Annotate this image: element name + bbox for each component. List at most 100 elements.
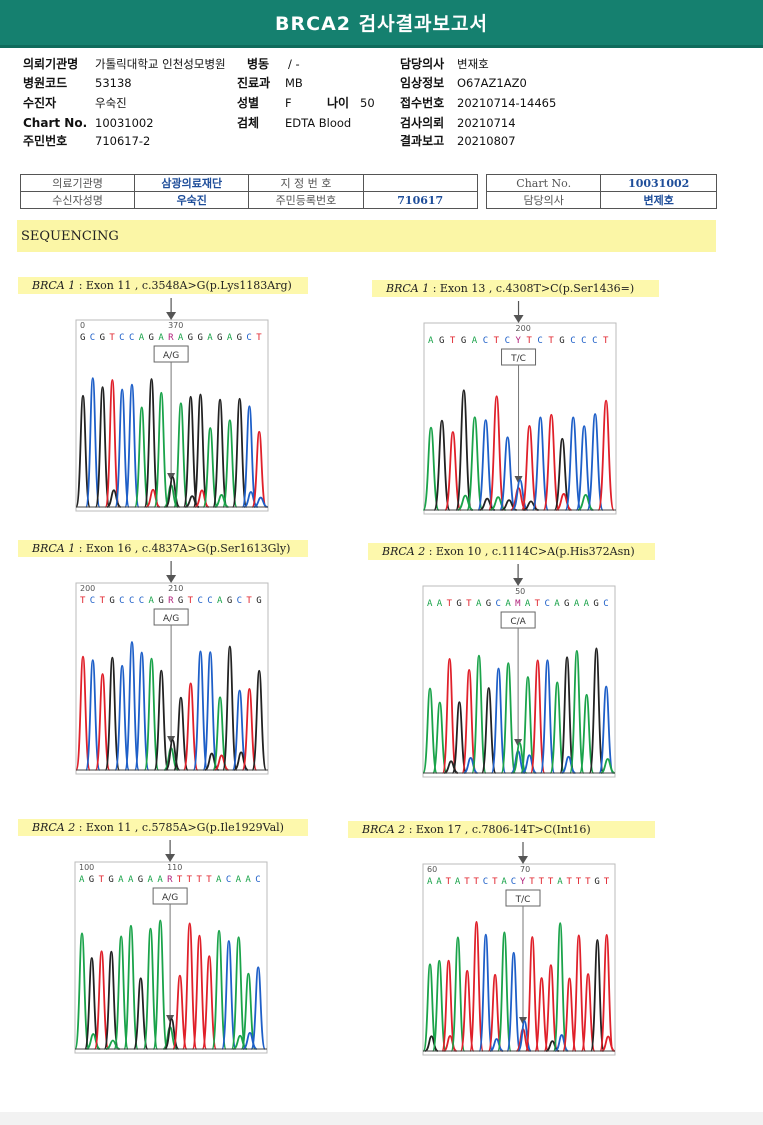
variant-desc: : Exon 11 , c.3548A>G(p.Lys1183Arg) — [75, 279, 292, 292]
specimen-value: EDTA Blood — [285, 116, 352, 130]
ward-value: / - — [288, 57, 300, 71]
trace-peak — [202, 427, 219, 508]
clinical-info-label: 임상정보 — [400, 76, 445, 90]
base-call: G — [559, 336, 564, 346]
trace-peak — [253, 496, 268, 508]
variant-desc: : Exon 16 , c.4837A>G(p.Ser1613Gly) — [75, 542, 291, 555]
trace-peak — [571, 934, 587, 1052]
trace-peak — [191, 934, 208, 1050]
trace-peak — [212, 696, 228, 771]
genotype-call: A/G — [163, 351, 179, 361]
base-call: A — [79, 875, 85, 885]
gene-name: BRCA 2 — [382, 545, 426, 558]
chromatogram-panel: 60 70 A A T A T T C T A C Y T T T A T T T G T T/C — [421, 842, 617, 1057]
report-title: BRCA2 검사결과보고서 — [275, 13, 488, 35]
ward-label: 병동 — [247, 57, 270, 71]
base-call: G — [217, 333, 222, 343]
base-call: A — [525, 599, 531, 609]
trace-peak — [553, 437, 571, 511]
base-call: G — [456, 599, 461, 609]
trace-peak — [451, 701, 468, 774]
chromatogram-panel: 200 210 T C T G C C C A G R G T C C A G C T G A/G — [74, 561, 270, 776]
base-call: A — [148, 875, 154, 885]
trace-peak — [143, 657, 160, 771]
trace-peak — [103, 950, 120, 1050]
base-call: A — [216, 875, 222, 885]
trace-peak — [172, 974, 188, 1050]
variant-desc: : Exon 11 , c.5785A>G(p.Ile1929Val) — [75, 821, 284, 834]
base-call: T — [548, 336, 554, 346]
base-call: T — [256, 333, 262, 343]
trace-peak — [578, 693, 595, 774]
sample-form-table: 의료기관명 삼광의료재단 지 정 번 호 Chart No. 10031002 … — [19, 174, 717, 209]
page-footer — [0, 1112, 763, 1125]
chromatogram-svg: 60 70A A T A T T C T A C Y T T T A T T T G TT/C — [422, 842, 616, 1056]
base-call: A — [584, 599, 590, 609]
specimen-label: 검체 — [237, 116, 260, 130]
trace-peak — [113, 935, 129, 1050]
base-call: G — [256, 596, 261, 606]
base-call: G — [227, 596, 232, 606]
base-call: A — [427, 877, 433, 887]
variant-desc: : Exon 10 , c.1114C>A(p.His372Asn) — [425, 545, 635, 558]
tick-label: 370 — [168, 321, 183, 330]
base-call: A — [472, 336, 478, 346]
trace-peak — [599, 934, 615, 1052]
doctor-value: 변재호 — [457, 57, 489, 71]
department-value: MB — [285, 76, 303, 90]
base-call: G — [89, 875, 94, 885]
base-call: G — [108, 875, 113, 885]
base-call: T — [246, 596, 252, 606]
base-call: A — [428, 336, 434, 346]
genotype-call: T/C — [515, 895, 531, 905]
trace-peak — [552, 922, 568, 1052]
hospital-code-value: 53138 — [95, 76, 132, 90]
trace-peak — [559, 656, 575, 774]
trace-peak — [499, 436, 517, 511]
trace-peak — [145, 488, 161, 508]
trace-peak — [251, 430, 267, 508]
base-call: T — [196, 875, 202, 885]
base-call: C — [207, 596, 212, 606]
trace-peak — [75, 394, 91, 508]
test-request-label: 검사의뢰 — [400, 116, 445, 130]
report-header: BRCA2 검사결과보고서 — [0, 0, 763, 48]
trace-peak — [469, 921, 484, 1052]
base-call: A — [227, 333, 233, 343]
form-name-label: 수신자성명 — [19, 191, 136, 209]
base-call: C — [90, 596, 95, 606]
base-call: A — [118, 875, 124, 885]
trace-peak — [457, 494, 474, 511]
base-call: T — [100, 596, 106, 606]
base-call: Y — [520, 877, 526, 887]
trace-peak — [562, 977, 577, 1052]
trace-peak — [450, 936, 466, 1052]
base-call: C — [544, 599, 549, 609]
base-call: C — [570, 336, 575, 346]
trace-peak — [124, 383, 140, 508]
trace-peak — [192, 393, 209, 508]
trace-peak — [520, 676, 536, 774]
trace-peak — [241, 405, 258, 508]
trace-peak — [479, 497, 496, 511]
trace-peak — [182, 682, 199, 771]
tick-label: 210 — [168, 584, 183, 593]
tick-label: 200 — [516, 324, 531, 333]
trace-peak — [181, 922, 198, 1050]
clinical-info-value: O67AZ1AZ0 — [457, 76, 527, 90]
trace-peak — [85, 659, 101, 771]
trace-peak — [250, 966, 266, 1050]
trace-peak — [85, 377, 101, 508]
tick-label: 50 — [515, 587, 525, 596]
gene-name: BRCA 1 — [386, 282, 430, 295]
trace-peak — [580, 973, 596, 1052]
resident-no-value: 710617-2 — [95, 134, 151, 148]
base-call: T — [535, 599, 541, 609]
form-designation-value — [362, 174, 479, 192]
trace-peak — [459, 969, 475, 1052]
base-call: G — [237, 333, 242, 343]
base-call: C — [119, 333, 124, 343]
tick-label: 200 — [80, 584, 95, 593]
base-call: G — [197, 333, 202, 343]
